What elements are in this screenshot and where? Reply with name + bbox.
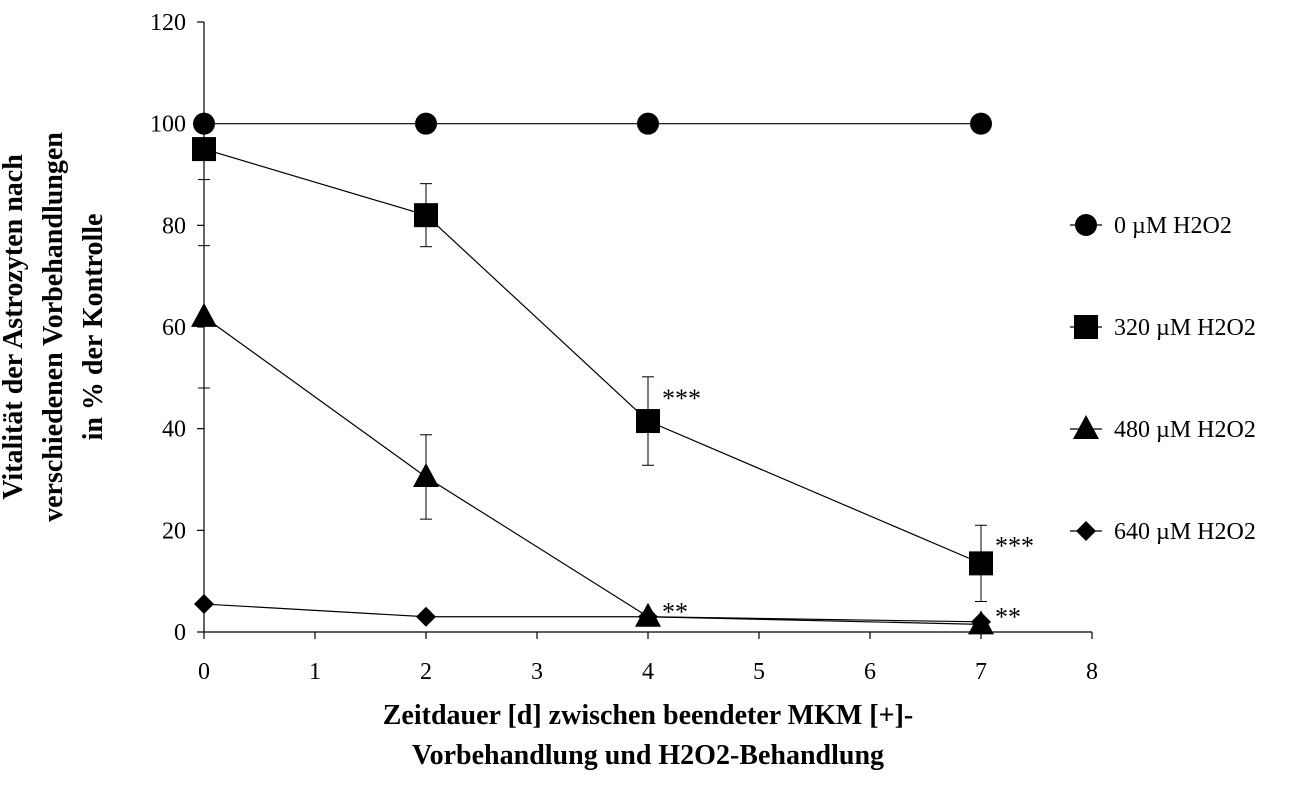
series-square: [192, 118, 993, 602]
x-tick-label: 5: [753, 659, 765, 685]
data-point: [969, 551, 993, 576]
y-tick-label: 100: [150, 112, 186, 138]
data-point: [413, 462, 439, 487]
x-tick-label: 0: [198, 659, 210, 685]
legend-label: 320 µM H2O2: [1114, 315, 1256, 341]
significance-annotations: ******** **: [662, 384, 1034, 632]
data-point: [971, 611, 991, 632]
y-axis-title-line: in % der Kontrolle: [78, 214, 109, 441]
data-series: [191, 112, 994, 635]
y-axis-title-line: verschiedenen Vorbehandlungen: [38, 132, 69, 522]
data-point: [194, 594, 214, 615]
data-point: [416, 606, 436, 627]
data-point: [636, 409, 660, 434]
data-point: [414, 203, 438, 228]
legend-marker: [1076, 521, 1096, 541]
x-tick-label: 6: [864, 659, 876, 685]
legend: 0 µM H2O2 320 µM H2O2 480 µM H2O2 640 µM H2…: [1070, 213, 1256, 545]
legend-marker: [1075, 214, 1097, 236]
x-tick-label: 4: [642, 659, 654, 685]
legend-entry: 320 µM H2O2: [1070, 315, 1256, 341]
y-axis-title-line: Vitalität der Astrozyten nach: [0, 154, 29, 500]
legend-label: 640 µM H2O2: [1114, 519, 1256, 545]
significance-label: **: [662, 598, 688, 627]
x-axis-title: Vorbehandlung und H2O2-Behandlung: [412, 740, 884, 771]
legend-label: 480 µM H2O2: [1114, 417, 1256, 443]
x-tick-label: 7: [975, 659, 987, 685]
y-tick-label: 60: [162, 315, 186, 341]
data-point: [192, 137, 216, 162]
x-tick-label: 1: [309, 659, 321, 685]
y-tick-label: 0: [174, 620, 186, 646]
y-axis-title: Vitalität der Astrozyten nach verschieden…: [0, 132, 109, 522]
series-triangle: [191, 245, 994, 635]
axis-titles: Zeitdauer [d] zwischen beendeter MKM [+]…: [0, 132, 913, 771]
significance-label: ***: [995, 532, 1034, 561]
y-tick-label: 20: [162, 518, 186, 544]
y-tick-label: 40: [162, 417, 186, 443]
data-point: [415, 112, 437, 135]
significance-label: **: [995, 603, 1021, 632]
series-diamond: [194, 594, 991, 632]
y-tick-label: 120: [150, 10, 186, 36]
legend-marker: [1074, 315, 1098, 339]
data-point: [970, 112, 992, 135]
legend-entry: 640 µM H2O2: [1070, 519, 1256, 545]
series-line: [203, 603, 982, 623]
data-point: [638, 606, 658, 627]
legend-marker: [1073, 415, 1099, 439]
series-line: [203, 316, 982, 625]
x-tick-label: 8: [1086, 659, 1098, 685]
significance-label: ***: [662, 384, 701, 413]
x-tick-label: 3: [531, 659, 543, 685]
data-point: [637, 112, 659, 135]
series-circle: [193, 112, 992, 135]
x-axis-title: Zeitdauer [d] zwischen beendeter MKM [+]…: [383, 700, 913, 731]
series-line: [203, 148, 982, 564]
x-tick-label: 2: [420, 659, 432, 685]
legend-entry: 0 µM H2O2: [1070, 213, 1232, 239]
legend-entry: 480 µM H2O2: [1070, 415, 1256, 443]
data-point: [191, 302, 217, 327]
y-tick-label: 80: [162, 213, 186, 239]
tick-labels: 0 20 40 60 80 100 120 0 1 2 3 4 5 6 7 8: [150, 10, 1098, 685]
legend-label: 0 µM H2O2: [1114, 213, 1232, 239]
